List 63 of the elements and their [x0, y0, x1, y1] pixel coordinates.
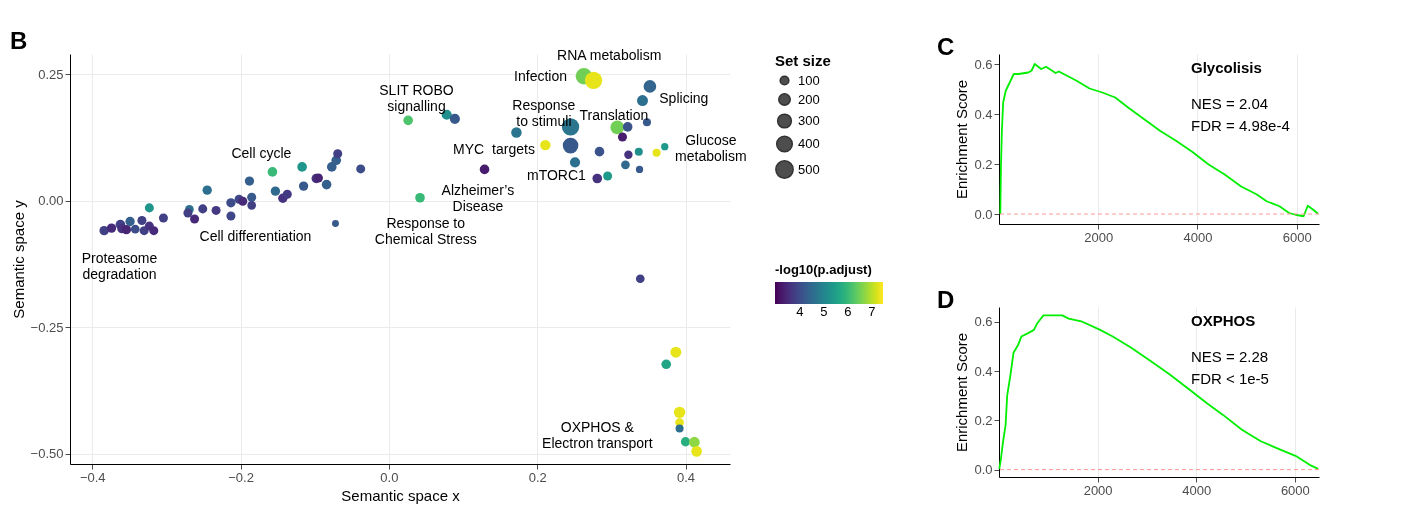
y-axis-title: Enrichment Score [953, 79, 971, 200]
color-bar-label: 6 [844, 304, 852, 319]
color-bar-label: 7 [868, 304, 876, 319]
legend-label: 100 [798, 72, 820, 88]
text: B [10, 27, 28, 54]
x-tick-label: 6000 [1282, 229, 1312, 245]
x-axis-title: Semantic space x [341, 486, 461, 504]
x-tick-label: 2000 [1084, 229, 1114, 245]
x-tick-label: 0.0 [380, 469, 399, 485]
annotation: FDR < 1e-5 [1191, 370, 1269, 387]
legend-label: 200 [798, 91, 820, 107]
y-tick-label: 0.00 [38, 193, 64, 209]
annotation: Cell differentiation [199, 227, 312, 244]
annotation: NES = 2.28 [1191, 348, 1269, 365]
color-bar-label: 4 [796, 304, 804, 319]
line-series [999, 63, 1320, 218]
annotation: FDR = 4.98e-4 [1191, 117, 1290, 134]
color-bar-label: 5 [820, 304, 828, 319]
annotation: SLIT ROBO signalling [379, 81, 454, 114]
annotation: targets [492, 140, 535, 157]
line-series [998, 314, 1320, 470]
y-tick-label: 0.4 [974, 363, 993, 379]
annotation: OXPHOS & Electron transport [542, 418, 653, 451]
annotation: MYC [453, 140, 485, 157]
text: C [937, 33, 955, 60]
chart-title: OXPHOS [1191, 312, 1256, 329]
x-tick-label: 2000 [1083, 482, 1113, 498]
annotation: RNA metabolism [557, 47, 662, 64]
y-axis-title: Enrichment Score [953, 332, 971, 453]
y-axis-title: Semantic space y [9, 199, 27, 319]
annotation: Glucose metabolism [675, 131, 747, 164]
x-tick-label: −0.2 [228, 469, 254, 485]
annotation: NES = 2.04 [1191, 95, 1269, 112]
x-tick-label: 4000 [1183, 229, 1213, 245]
x-tick-label: −0.4 [79, 469, 106, 485]
x-tick-label: 0.4 [676, 469, 696, 485]
y-tick-label: −0.25 [30, 319, 64, 335]
annotation: mTORC1 [526, 167, 587, 184]
color-bar-title: -log10(p.adjust) [775, 262, 872, 277]
annotation: Splicing [659, 89, 709, 106]
y-tick-label: 0.2 [974, 156, 993, 172]
legend-label: 500 [798, 161, 820, 177]
annotation: Infection [514, 67, 568, 84]
annotation: Proteasome degradation [81, 250, 158, 283]
x-tick-label: 6000 [1280, 482, 1310, 498]
annotation: Cell cycle [231, 144, 292, 161]
annotation: Translation [579, 106, 649, 123]
legend-title: Set size [775, 52, 831, 69]
legend-label: 300 [798, 113, 820, 128]
x-tick-label: 0.2 [528, 469, 547, 485]
y-tick-label: 0.25 [38, 66, 64, 82]
x-tick-label: 4000 [1182, 482, 1212, 498]
legend-label: 400 [798, 136, 820, 151]
y-tick-label: 0.4 [974, 106, 993, 122]
y-tick-label: 0.0 [974, 206, 993, 222]
y-tick-label: 0.2 [974, 412, 993, 428]
text: D [937, 286, 955, 313]
annotation: Alzheimer’s Disease [441, 182, 515, 215]
chart-title: Glycolisis [1191, 59, 1262, 76]
y-tick-label: 0.6 [974, 56, 993, 72]
y-tick-label: 0.6 [974, 314, 993, 330]
y-tick-label: −0.50 [30, 446, 64, 462]
annotation: Response to Chemical Stress [374, 214, 477, 247]
